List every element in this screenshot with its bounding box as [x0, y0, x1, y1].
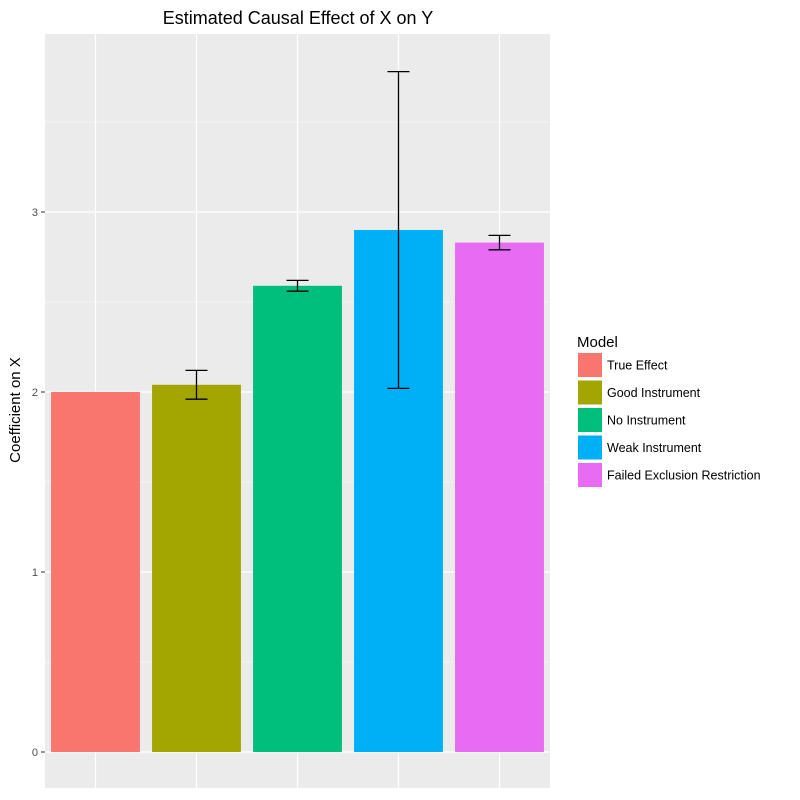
- legend: Model True Effect Good Instrument No Instr…: [577, 334, 761, 487]
- legend-key: [578, 435, 602, 460]
- legend-key: [578, 463, 602, 487]
- error-bar: [488, 234, 511, 251]
- legend-key: [578, 380, 602, 405]
- y-tick-label: 3: [32, 207, 38, 219]
- legend-title: Model: [577, 334, 618, 351]
- error-bar: [185, 369, 208, 400]
- error-bar: [286, 279, 309, 292]
- legend-label: Good Instrument: [607, 386, 701, 400]
- error-bar: [387, 70, 410, 390]
- error-bars: [185, 70, 511, 400]
- bar: [152, 384, 241, 752]
- bar: [253, 285, 342, 752]
- bar: [51, 392, 140, 752]
- y-tick-label: 1: [32, 567, 38, 579]
- legend-label: No Instrument: [607, 414, 686, 428]
- y-axis-label: Coefficient on X: [7, 357, 24, 463]
- legend-label: Weak Instrument: [607, 441, 702, 455]
- y-tick-label: 0: [32, 747, 38, 759]
- y-tick-label: 2: [32, 387, 38, 399]
- legend-label: Failed Exclusion Restriction: [607, 469, 761, 483]
- legend-key: [578, 353, 602, 377]
- chart-title: Estimated Causal Effect of X on Y: [163, 8, 433, 28]
- y-axis: 0 1 2 3: [32, 207, 45, 759]
- legend-key: [578, 408, 602, 432]
- legend-label: True Effect: [607, 359, 668, 373]
- bar: [455, 242, 544, 752]
